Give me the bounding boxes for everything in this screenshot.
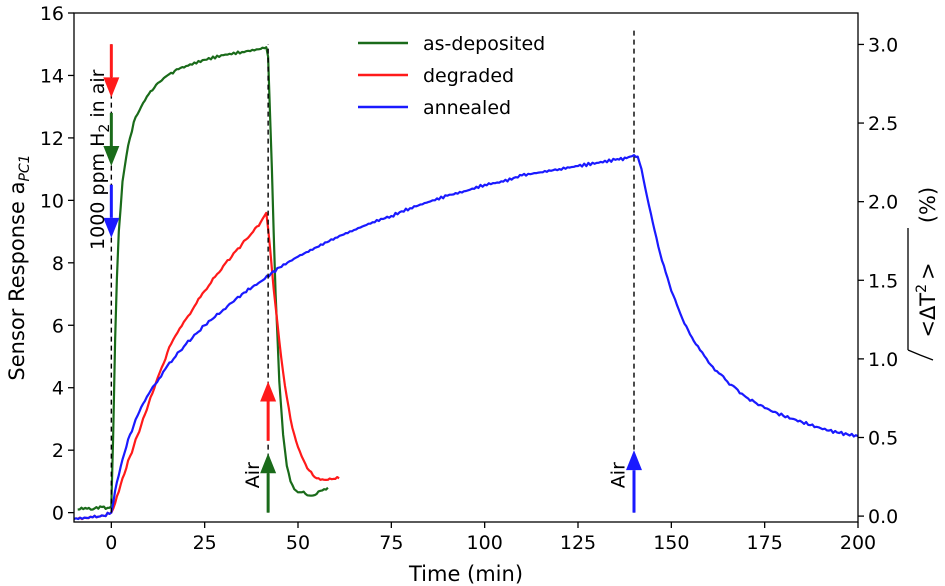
- annotation-suffix: in air: [87, 69, 109, 123]
- arrow-head: [260, 381, 277, 402]
- y2-axis-title-unit: (%): [916, 187, 940, 223]
- y2-axis-title-expression: <ΔT2 >: [914, 262, 940, 337]
- y-tick-label: 0: [52, 503, 64, 525]
- y-tick-label: 14: [40, 65, 64, 87]
- x-tick-label: 25: [193, 532, 217, 554]
- y2-tick-label: 2.0: [868, 192, 898, 214]
- y-axis-title-sub: PC1: [17, 154, 33, 181]
- y-tick-label: 10: [40, 190, 64, 212]
- plot-frame: [73, 12, 859, 523]
- y2-tick-label: 0.0: [868, 506, 898, 528]
- y-axis-title: Sensor Response aPC1: [5, 154, 33, 380]
- y-tick-label: 4: [52, 378, 64, 400]
- y-tick-label: 2: [52, 440, 64, 462]
- y-tick-label: 16: [40, 3, 64, 25]
- y2-axis-title: <ΔT2 > (%): [907, 187, 940, 361]
- y2-axis-title-sup: 2: [914, 284, 930, 293]
- arrow-layer: [103, 44, 642, 513]
- y2-axis-title-suffix: >: [916, 262, 940, 280]
- y2-tick-label: 1.0: [868, 349, 898, 371]
- x-tick-label: 75: [379, 532, 403, 554]
- arrow-head: [103, 146, 120, 167]
- y-axis-title-main: Sensor Response a: [5, 182, 29, 381]
- legend-entry-as-deposited: as-deposited: [358, 33, 545, 55]
- y2-tick-label: 2.5: [868, 113, 898, 135]
- y2-tick-label: 3.0: [868, 34, 898, 56]
- series-line-as-deposited: [77, 46, 329, 511]
- event-arrow: [260, 453, 277, 513]
- y-tick-label: 6: [52, 315, 64, 337]
- annotation-layer: 1000 ppm H2 in air Air Air: [87, 69, 630, 488]
- arrow-head: [103, 217, 120, 238]
- legend-entry-annealed: annealed: [358, 97, 511, 119]
- annotation-1000-ppm-h: 1000 ppm H2 in air: [87, 69, 113, 250]
- legend: as-deposited degraded annealed: [358, 33, 545, 119]
- legend-label: annealed: [423, 97, 511, 119]
- annotation-air: Air: [242, 462, 264, 488]
- arrow-head: [626, 450, 642, 471]
- annotation-air: Air: [608, 462, 630, 488]
- annotation-text: 1000 ppm H: [87, 133, 109, 250]
- annotation-text: Air: [242, 462, 264, 488]
- x-tick-label: 200: [840, 532, 876, 554]
- event-arrow: [103, 112, 120, 167]
- arrow-head: [103, 77, 120, 98]
- x-tick-label: 50: [286, 532, 310, 554]
- x-tick-label: 100: [467, 532, 503, 554]
- series-line-degraded: [77, 211, 340, 521]
- event-arrow: [103, 44, 120, 98]
- x-tick-label: 175: [747, 532, 783, 554]
- x-tick-label: 150: [653, 532, 689, 554]
- legend-entry-degraded: degraded: [358, 65, 514, 87]
- event-arrow: [103, 184, 120, 238]
- series-layer: [73, 46, 859, 521]
- legend-label: as-deposited: [423, 33, 545, 55]
- arrow-head: [260, 453, 277, 474]
- x-tick-label: 125: [560, 532, 596, 554]
- y-tick-label: 8: [52, 253, 64, 275]
- legend-label: degraded: [423, 65, 514, 87]
- x-axis-title: Time (min): [408, 562, 523, 586]
- y2-tick-label: 1.5: [868, 270, 898, 292]
- event-arrow: [626, 450, 642, 513]
- y2-radical-sign: [907, 228, 934, 361]
- tick-layer: 0 25 50 75 100 125 150 175 200 0 2 4 6 8 10 12 14 16 0.0 0.…: [40, 3, 898, 554]
- y2-axis-title-prefix: <ΔT: [916, 293, 940, 338]
- y2-tick-label: 0.5: [868, 427, 898, 449]
- y-tick-label: 12: [40, 128, 64, 150]
- series-line-annealed: [73, 154, 859, 521]
- vline-layer: [110, 28, 635, 513]
- annotation-text: Air: [608, 462, 630, 488]
- annotation-sub: 2: [97, 124, 113, 133]
- x-tick-label: 0: [105, 532, 117, 554]
- event-arrow: [260, 381, 277, 441]
